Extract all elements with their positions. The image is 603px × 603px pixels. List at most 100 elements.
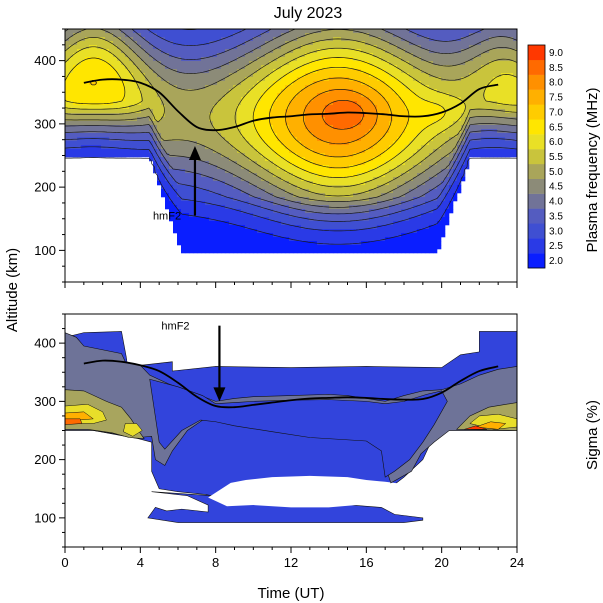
- contour-cell: [377, 145, 382, 150]
- contour-cell: [289, 137, 294, 142]
- contour-cell: [361, 105, 366, 110]
- contour-cell: [369, 49, 374, 54]
- contour-cell: [281, 145, 286, 150]
- contour-cell: [409, 57, 414, 62]
- contour-cell: [281, 33, 286, 38]
- contour-cell: [289, 85, 294, 90]
- contour-cell: [325, 85, 330, 90]
- contour-cell: [353, 149, 358, 154]
- contour-cell: [417, 189, 422, 194]
- contour-cell: [385, 241, 390, 246]
- contour-cell: [181, 81, 186, 86]
- contour-cell: [297, 77, 302, 82]
- contour-cell: [373, 61, 378, 66]
- contour-cell: [421, 173, 426, 178]
- contour-cell: [401, 61, 406, 66]
- contour-cell: [85, 85, 90, 90]
- contour-cell: [261, 97, 266, 102]
- contour-cell: [245, 109, 250, 114]
- contour-cell: [197, 45, 202, 50]
- contour-cell: [353, 181, 358, 186]
- contour-cell: [97, 113, 102, 118]
- contour-cell: [233, 81, 238, 86]
- contour-cell: [265, 125, 270, 130]
- contour-cell: [321, 29, 326, 34]
- contour-cell: [461, 141, 466, 146]
- contour-cell: [149, 73, 154, 78]
- contour-cell: [137, 85, 142, 90]
- contour-cell: [465, 77, 470, 82]
- contour-cell: [121, 145, 126, 150]
- contour-cell: [85, 65, 90, 70]
- contour-cell: [133, 145, 138, 150]
- contour-cell: [257, 241, 262, 246]
- contour-cell: [401, 249, 406, 254]
- contour-cell: [185, 225, 190, 230]
- contour-cell: [209, 249, 214, 254]
- contour-cell: [265, 205, 270, 210]
- contour-cell: [109, 153, 114, 158]
- contour-cell: [337, 249, 342, 254]
- contour-cell: [413, 137, 418, 142]
- contour-cell: [197, 33, 202, 38]
- contour-cell: [341, 57, 346, 62]
- contour-cell: [449, 137, 454, 142]
- contour-cell: [197, 89, 202, 94]
- contour-cell: [393, 137, 398, 142]
- contour-cell: [305, 197, 310, 202]
- contour-cell: [381, 133, 386, 138]
- contour-cell: [417, 241, 422, 246]
- contour-cell: [81, 113, 86, 118]
- contour-cell: [417, 49, 422, 54]
- contour-cell: [441, 149, 446, 154]
- contour-cell: [409, 133, 414, 138]
- contour-cell: [185, 101, 190, 106]
- contour-cell: [165, 81, 170, 86]
- contour-cell: [361, 129, 366, 134]
- contour-cell: [385, 161, 390, 166]
- contour-cell: [277, 81, 282, 86]
- contour-cell: [369, 109, 374, 114]
- contour-cell: [381, 105, 386, 110]
- contour-cell: [369, 221, 374, 226]
- contour-cell: [365, 53, 370, 58]
- contour-cell: [421, 157, 426, 162]
- contour-cell: [361, 197, 366, 202]
- contour-cell: [453, 45, 458, 50]
- contour-cell: [357, 177, 362, 182]
- contour-cell: [249, 29, 254, 34]
- contour-cell: [421, 105, 426, 110]
- contour-cell: [225, 161, 230, 166]
- contour-cell: [261, 101, 266, 106]
- contour-cell: [321, 65, 326, 70]
- contour-cell: [121, 109, 126, 114]
- contour-cell: [281, 229, 286, 234]
- contour-cell: [377, 189, 382, 194]
- contour-cell: [345, 49, 350, 54]
- contour-cell: [393, 141, 398, 146]
- contour-cell: [205, 221, 210, 226]
- contour-cell: [369, 201, 374, 206]
- contour-cell: [285, 73, 290, 78]
- contour-cell: [113, 141, 118, 146]
- contour-cell: [385, 145, 390, 150]
- contour-cell: [317, 221, 322, 226]
- contour-cell: [177, 189, 182, 194]
- contour-cell: [413, 145, 418, 150]
- contour-cell: [193, 241, 198, 246]
- contour-cell: [101, 121, 106, 126]
- contour-cell: [157, 37, 162, 42]
- contour-cell: [453, 85, 458, 90]
- contour-cell: [389, 233, 394, 238]
- contour-cell: [469, 81, 474, 86]
- contour-cell: [225, 237, 230, 242]
- contour-cell: [405, 93, 410, 98]
- contour-cell: [305, 161, 310, 166]
- contour-cell: [365, 165, 370, 170]
- contour-cell: [333, 61, 338, 66]
- contour-cell: [173, 141, 178, 146]
- contour-cell: [253, 145, 258, 150]
- contour-cell: [209, 213, 214, 218]
- contour-cell: [381, 37, 386, 42]
- contour-cell: [169, 181, 174, 186]
